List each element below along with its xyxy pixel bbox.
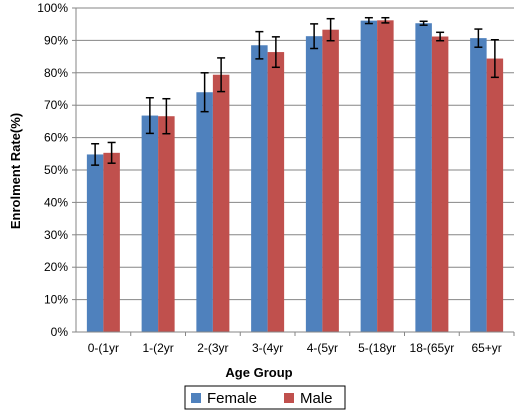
bar-male xyxy=(377,20,394,332)
bar-male xyxy=(267,52,285,333)
error-bar-female xyxy=(255,30,264,60)
bar-female xyxy=(196,92,213,333)
y-tick-label: 60% xyxy=(44,131,68,145)
legend: Female Male xyxy=(184,385,346,410)
bar-female xyxy=(141,115,159,333)
y-tick-label: 100% xyxy=(37,1,68,15)
error-bar-female xyxy=(364,16,373,25)
x-tick-labels: 0-(1yr 1-(2yr 2-(3yr 3-(4yr 4-(5yr 5-(18yr 18-… xyxy=(88,341,502,355)
x-tick-label: 18-(65yr xyxy=(410,341,455,355)
error-bar-male xyxy=(490,39,499,79)
y-tick-label: 0% xyxy=(51,325,69,339)
error-bar-male xyxy=(271,36,280,69)
x-tick-label: 1-(2yr xyxy=(142,341,173,355)
legend-swatch-male xyxy=(284,393,294,403)
x-tick-label: 0-(1yr xyxy=(88,341,119,355)
axes xyxy=(72,7,515,336)
error-bar-male xyxy=(217,57,226,93)
x-tick-label: 65+yr xyxy=(471,341,501,355)
error-bar-male xyxy=(107,141,116,164)
y-tick-label: 70% xyxy=(44,98,68,112)
y-axis-title: Enrolment Rate(%) xyxy=(8,113,23,229)
error-bar-male xyxy=(381,16,390,24)
bars xyxy=(86,20,504,333)
y-tick-labels: 0% 10% 20% 30% 40% 50% 60% 70% 80% 90% 100% xyxy=(37,1,68,339)
x-tick-label: 3-(4yr xyxy=(252,341,283,355)
error-bar-male xyxy=(162,97,171,135)
error-bar-female xyxy=(91,143,100,166)
y-tick-label: 10% xyxy=(44,293,68,307)
y-tick-label: 50% xyxy=(44,163,68,177)
bar-female xyxy=(251,45,268,332)
bar-male xyxy=(486,58,504,332)
error-bar-male xyxy=(326,17,335,42)
bar-male xyxy=(103,152,120,332)
legend-label-female: Female xyxy=(207,390,257,407)
bar-female xyxy=(86,154,104,332)
y-tick-label: 80% xyxy=(44,66,68,80)
bar-male xyxy=(158,116,175,332)
legend-label-male: Male xyxy=(300,390,333,407)
y-tick-label: 30% xyxy=(44,228,68,242)
x-tick-label: 5-(18yr xyxy=(358,341,396,355)
error-bar-female xyxy=(474,28,483,48)
bar-male xyxy=(431,36,449,333)
bar-female xyxy=(415,23,432,333)
error-bar-female xyxy=(200,72,209,113)
error-bar-female xyxy=(310,23,319,50)
y-tick-label: 40% xyxy=(44,195,68,209)
x-axis-title: Age Group xyxy=(225,365,292,380)
bar-female xyxy=(305,36,323,333)
legend-swatch-female xyxy=(191,393,201,403)
error-bars xyxy=(91,16,499,166)
bar-male xyxy=(212,74,230,332)
error-bar-female xyxy=(419,20,428,26)
bar-male xyxy=(322,29,339,332)
bar-female xyxy=(470,38,487,333)
error-bar-female xyxy=(145,96,154,135)
y-tick-label: 90% xyxy=(44,33,68,47)
y-tick-label: 20% xyxy=(44,260,68,274)
x-tick-label: 4-(5yr xyxy=(307,341,338,355)
error-bar-male xyxy=(436,31,445,42)
x-tick-label: 2-(3yr xyxy=(197,341,228,355)
bar-female xyxy=(360,20,378,333)
